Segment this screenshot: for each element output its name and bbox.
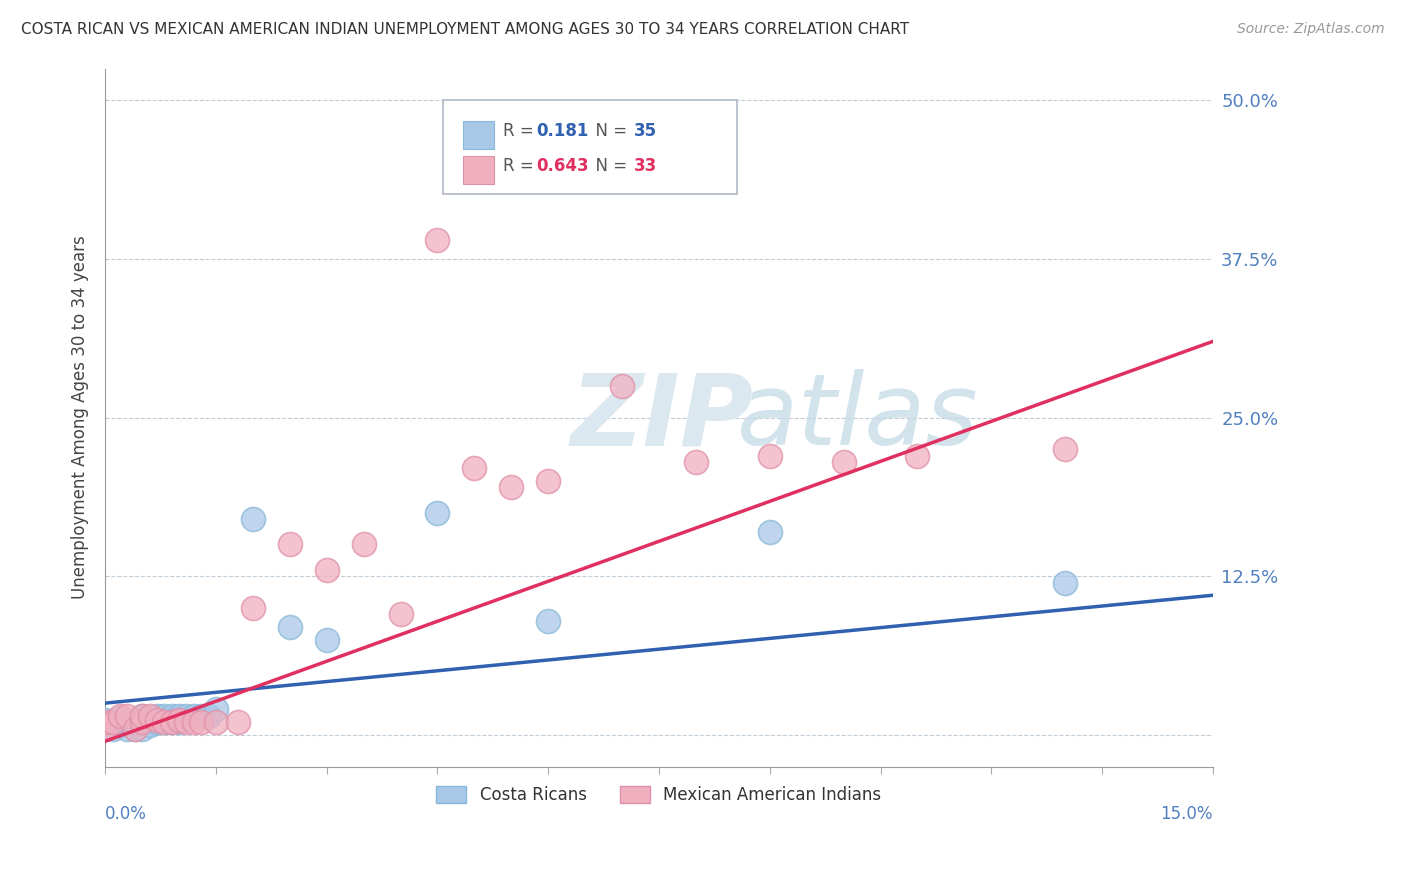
Point	[138, 717, 160, 731]
Point	[610, 379, 633, 393]
Point	[94, 715, 117, 730]
Point	[160, 715, 183, 730]
Point	[190, 708, 212, 723]
Point	[537, 614, 560, 628]
Point	[101, 715, 124, 730]
Point	[685, 455, 707, 469]
Point	[131, 722, 153, 736]
Point	[167, 715, 190, 730]
Point	[108, 711, 131, 725]
Point	[167, 713, 190, 727]
Point	[131, 708, 153, 723]
Text: 15.0%: 15.0%	[1160, 805, 1213, 823]
Point	[131, 708, 153, 723]
Point	[117, 722, 139, 736]
Text: atlas: atlas	[737, 369, 979, 466]
Text: 0.0%: 0.0%	[105, 805, 148, 823]
Point	[315, 563, 337, 577]
Point	[463, 461, 485, 475]
Point	[138, 708, 160, 723]
Point	[146, 708, 169, 723]
Point	[426, 506, 449, 520]
Point	[205, 702, 228, 716]
Text: 33: 33	[634, 157, 657, 175]
Point	[124, 715, 146, 730]
Bar	[463, 156, 494, 184]
Text: COSTA RICAN VS MEXICAN AMERICAN INDIAN UNEMPLOYMENT AMONG AGES 30 TO 34 YEARS CO: COSTA RICAN VS MEXICAN AMERICAN INDIAN U…	[21, 22, 910, 37]
Point	[226, 715, 249, 730]
Text: N =: N =	[585, 157, 633, 175]
Point	[1054, 442, 1077, 457]
Text: R =: R =	[503, 157, 538, 175]
Point	[278, 537, 301, 551]
Bar	[463, 121, 494, 149]
Point	[758, 524, 780, 539]
Text: Source: ZipAtlas.com: Source: ZipAtlas.com	[1237, 22, 1385, 37]
Point	[94, 722, 117, 736]
Point	[131, 715, 153, 730]
Point	[94, 722, 117, 736]
Point	[153, 708, 176, 723]
Point	[758, 449, 780, 463]
Y-axis label: Unemployment Among Ages 30 to 34 years: Unemployment Among Ages 30 to 34 years	[72, 235, 89, 599]
Point	[426, 233, 449, 247]
Text: 0.643: 0.643	[536, 157, 589, 175]
Point	[537, 474, 560, 488]
Point	[315, 632, 337, 647]
Point	[124, 722, 146, 736]
Point	[138, 711, 160, 725]
Point	[108, 708, 131, 723]
Point	[176, 708, 198, 723]
Point	[101, 715, 124, 730]
Point	[153, 715, 176, 730]
Point	[124, 722, 146, 736]
Text: 0.181: 0.181	[536, 122, 589, 140]
Text: N =: N =	[585, 122, 633, 140]
Point	[101, 722, 124, 736]
Point	[183, 715, 205, 730]
Point	[167, 708, 190, 723]
Text: R =: R =	[503, 122, 538, 140]
Legend: Costa Ricans, Mexican American Indians: Costa Ricans, Mexican American Indians	[430, 779, 889, 811]
Point	[205, 715, 228, 730]
Point	[242, 601, 264, 615]
Point	[146, 713, 169, 727]
Point	[160, 715, 183, 730]
Point	[278, 620, 301, 634]
Point	[353, 537, 375, 551]
Point	[832, 455, 855, 469]
Point	[117, 708, 139, 723]
Point	[197, 708, 219, 723]
Point	[176, 715, 198, 730]
Point	[389, 607, 412, 622]
Point	[131, 715, 153, 730]
FancyBboxPatch shape	[443, 100, 737, 194]
Point	[146, 715, 169, 730]
Point	[1054, 575, 1077, 590]
Text: ZIP: ZIP	[571, 369, 754, 466]
Text: 35: 35	[634, 122, 657, 140]
Point	[501, 480, 523, 494]
Point	[94, 713, 117, 727]
Point	[108, 717, 131, 731]
Point	[190, 715, 212, 730]
Point	[160, 708, 183, 723]
Point	[242, 512, 264, 526]
Point	[153, 715, 176, 730]
Point	[907, 449, 929, 463]
Point	[117, 715, 139, 730]
Point	[183, 708, 205, 723]
